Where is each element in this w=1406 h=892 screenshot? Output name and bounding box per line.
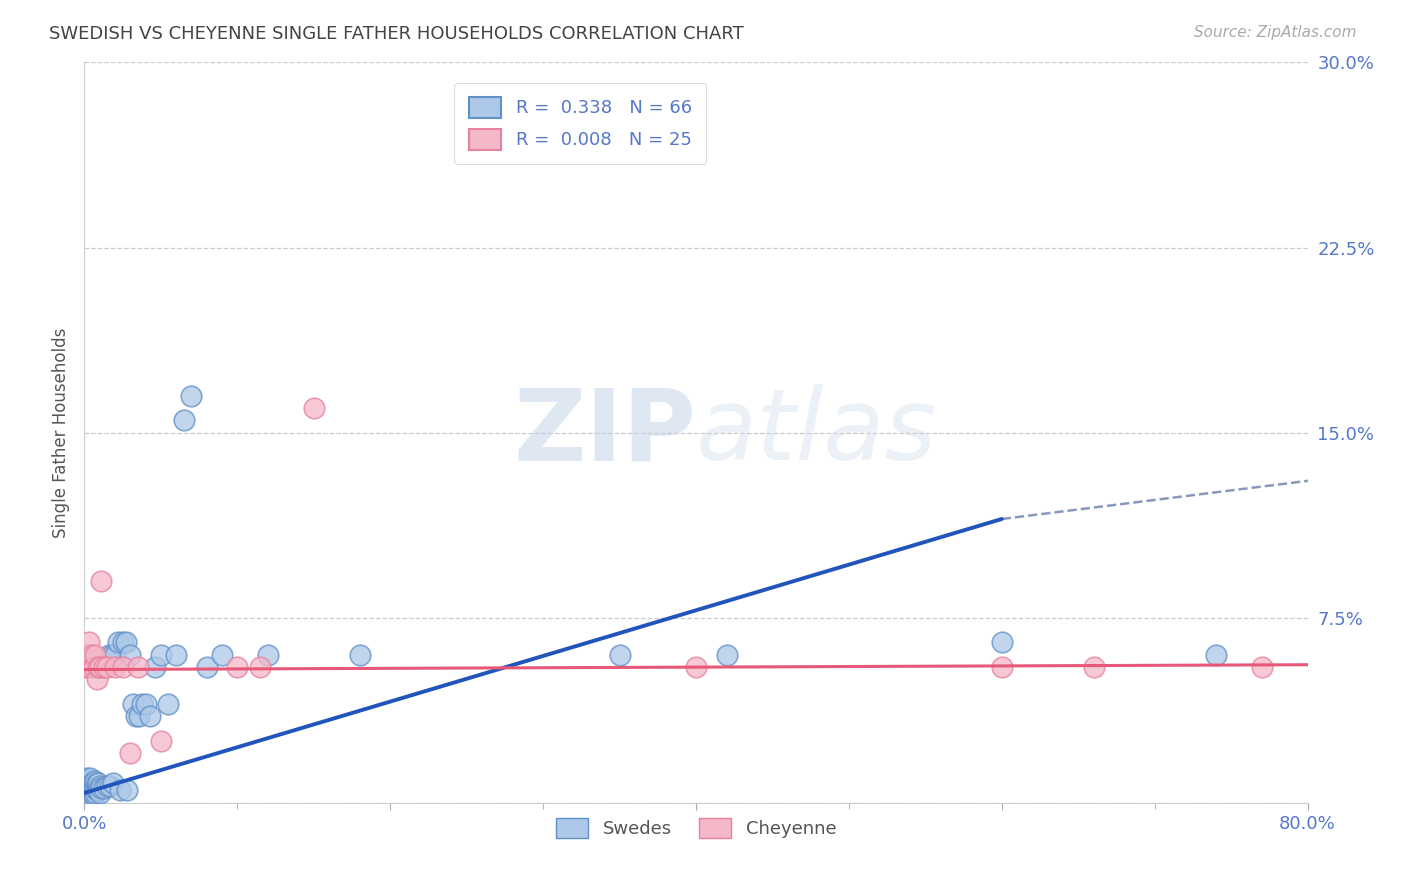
Text: SWEDISH VS CHEYENNE SINGLE FATHER HOUSEHOLDS CORRELATION CHART: SWEDISH VS CHEYENNE SINGLE FATHER HOUSEH…	[49, 25, 744, 43]
Point	[1250, 660, 1272, 674]
Y-axis label: Single Father Households: Single Father Households	[52, 327, 70, 538]
Point	[80, 780, 103, 795]
Point	[76, 783, 98, 797]
Point	[96, 660, 118, 674]
Point	[125, 709, 148, 723]
Point	[101, 648, 124, 662]
Point	[249, 660, 271, 674]
Point	[93, 780, 115, 795]
Point	[83, 776, 105, 790]
Point	[75, 786, 97, 800]
Point	[180, 388, 202, 402]
Point	[120, 648, 142, 662]
Text: Source: ZipAtlas.com: Source: ZipAtlas.com	[1194, 25, 1357, 40]
Point	[97, 648, 120, 662]
Point	[79, 779, 101, 793]
Point	[84, 786, 107, 800]
Point	[111, 635, 134, 649]
Point	[139, 709, 162, 723]
Point	[79, 771, 101, 785]
Point	[104, 660, 127, 674]
Point	[991, 635, 1014, 649]
Point	[127, 660, 149, 674]
Point	[94, 660, 117, 674]
Point	[90, 574, 112, 588]
Point	[75, 780, 97, 795]
Point	[77, 773, 100, 788]
Point	[211, 648, 233, 662]
Point	[83, 780, 105, 795]
Point	[77, 786, 100, 800]
Point	[93, 660, 115, 674]
Point	[80, 786, 103, 800]
Point	[86, 783, 108, 797]
Point	[149, 648, 172, 662]
Point	[114, 635, 136, 649]
Point	[86, 776, 108, 790]
Point	[991, 660, 1014, 674]
Point	[76, 771, 98, 785]
Point	[75, 660, 97, 674]
Point	[90, 780, 112, 795]
Point	[80, 776, 103, 790]
Point	[195, 660, 218, 674]
Point	[173, 413, 195, 427]
Point	[91, 660, 114, 674]
Point	[77, 780, 100, 795]
Point	[76, 779, 98, 793]
Point	[75, 776, 97, 790]
Legend: Swedes, Cheyenne: Swedes, Cheyenne	[548, 810, 844, 846]
Point	[98, 779, 121, 793]
Point	[89, 786, 111, 800]
Point	[103, 776, 125, 790]
Point	[302, 401, 325, 415]
Point	[165, 648, 187, 662]
Text: atlas: atlas	[696, 384, 938, 481]
Point	[257, 648, 280, 662]
Point	[135, 697, 157, 711]
Point	[83, 789, 105, 803]
Point	[84, 648, 107, 662]
Point	[77, 635, 100, 649]
Point	[716, 648, 738, 662]
Point	[84, 780, 107, 795]
Point	[84, 773, 107, 788]
Point	[104, 648, 127, 662]
Point	[157, 697, 180, 711]
Point	[143, 660, 166, 674]
Point	[122, 697, 145, 711]
Point	[86, 673, 108, 687]
Point	[79, 660, 101, 674]
Point	[87, 776, 110, 790]
Point	[1083, 660, 1105, 674]
Point	[75, 789, 97, 803]
Point	[120, 747, 142, 761]
Point	[685, 660, 707, 674]
Point	[89, 660, 111, 674]
Point	[1205, 648, 1227, 662]
Point	[149, 734, 172, 748]
Point	[609, 648, 631, 662]
Point	[79, 783, 101, 797]
Point	[76, 648, 98, 662]
Point	[80, 648, 103, 662]
Point	[79, 789, 101, 803]
Point	[115, 783, 138, 797]
Text: ZIP: ZIP	[513, 384, 696, 481]
Point	[226, 660, 249, 674]
Point	[87, 783, 110, 797]
Point	[128, 709, 150, 723]
Point	[89, 779, 111, 793]
Point	[111, 660, 134, 674]
Point	[107, 635, 129, 649]
Point	[349, 648, 371, 662]
Point	[108, 783, 131, 797]
Point	[96, 779, 118, 793]
Point	[87, 660, 110, 674]
Point	[83, 660, 105, 674]
Point	[131, 697, 153, 711]
Point	[76, 789, 98, 803]
